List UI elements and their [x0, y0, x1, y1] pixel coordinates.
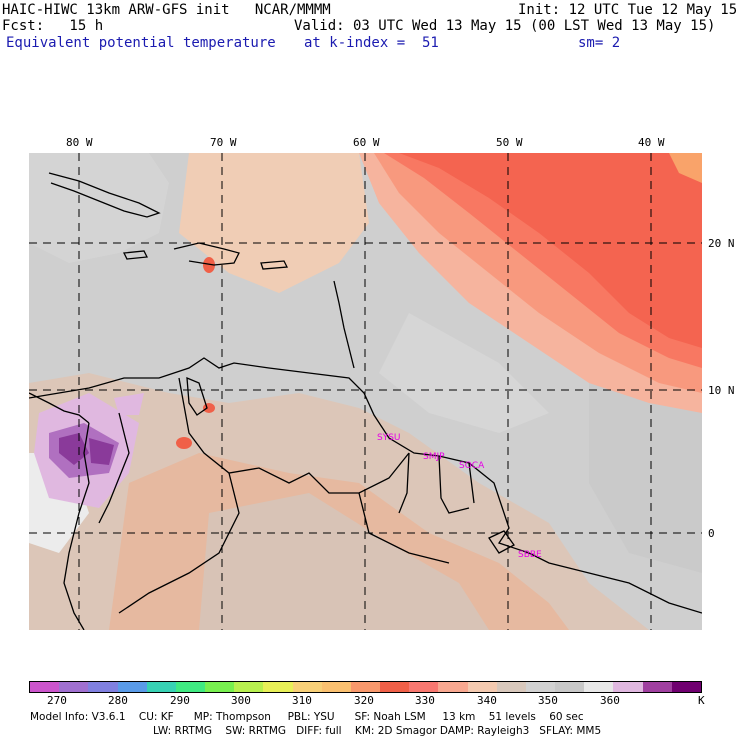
colorbar-swatch-7 [234, 682, 264, 692]
colorbar-swatch-13 [409, 682, 439, 692]
colorbar-swatch-3 [117, 682, 147, 692]
smoothing-label: sm= 2 [578, 35, 621, 51]
colorbar-swatch-6 [205, 682, 235, 692]
lat-label-20n: 20 N [708, 237, 735, 250]
colorbar-swatch-4 [146, 682, 176, 692]
station-label-sysu: SYSU [377, 433, 401, 443]
colorbar-swatch-11 [350, 682, 381, 692]
level-label: at k-index = 51 [304, 35, 439, 51]
colorbar-swatch-5 [175, 682, 206, 692]
colorbar-swatch-15 [467, 682, 497, 692]
header-line2-left: Fcst: 15 h [2, 18, 104, 34]
colorbar-swatch-16 [496, 682, 526, 692]
colorbar-swatch-9 [292, 682, 322, 692]
header-line1-left: HAIC-HIWC 13km ARW-GFS init NCAR/MMMM [2, 2, 331, 18]
colorbar-label-310: 310 [292, 694, 312, 707]
header-line2-right: Valid: 03 UTC Wed 13 May 15 (00 LST Wed … [294, 18, 716, 34]
colorbar-swatch-21 [642, 682, 672, 692]
colorbar [29, 681, 702, 693]
colorbar-swatch-19 [584, 682, 614, 692]
colorbar-swatch-0 [30, 682, 60, 692]
colorbar-label-340: 340 [477, 694, 497, 707]
model-info-line1: Model Info: V3.6.1 CU: KF MP: Thompson P… [30, 711, 584, 723]
colorbar-label-330: 330 [415, 694, 435, 707]
colorbar-label-290: 290 [170, 694, 190, 707]
colorbar-swatch-12 [380, 682, 410, 692]
colorbar-swatch-20 [613, 682, 643, 692]
lon-label-80w: 80 W [66, 136, 93, 149]
colorbar-label-270: 270 [47, 694, 67, 707]
colorbar-swatch-10 [321, 682, 351, 692]
colorbar-swatch-8 [263, 682, 293, 692]
colorbar-label-320: 320 [354, 694, 374, 707]
colorbar-label-360: 360 [600, 694, 620, 707]
station-label-soca: SOCA [459, 461, 485, 471]
model-info-line2: LW: RRTMG SW: RRTMG DIFF: full KM: 2D Sm… [153, 725, 602, 737]
lat-label-0: 0 [708, 527, 715, 540]
colorbar-swatch-17 [525, 682, 556, 692]
colorbar-swatch-1 [59, 682, 89, 692]
lon-label-40w: 40 W [638, 136, 665, 149]
station-label-smjp: SMJP [423, 452, 445, 462]
map-panel [29, 153, 702, 630]
colorbar-swatch-22 [671, 682, 701, 692]
lat-label-10n: 10 N [708, 384, 735, 397]
header-line1-right: Init: 12 UTC Tue 12 May 15 [518, 2, 738, 18]
colorbar-label-280: 280 [108, 694, 128, 707]
colorbar-swatch-18 [555, 682, 585, 692]
colorbar-label-300: 300 [231, 694, 251, 707]
lon-label-70w: 70 W [210, 136, 237, 149]
colorbar-swatch-2 [88, 682, 118, 692]
field-title: Equivalent potential temperature [6, 35, 276, 51]
station-label-sbbe: SBBE [518, 550, 542, 560]
colorbar-label-350: 350 [538, 694, 558, 707]
lon-label-50w: 50 W [496, 136, 523, 149]
lon-label-60w: 60 W [353, 136, 380, 149]
colorbar-unit: K [698, 694, 705, 707]
theta-e-field [29, 153, 702, 630]
colorbar-swatch-14 [438, 682, 468, 692]
